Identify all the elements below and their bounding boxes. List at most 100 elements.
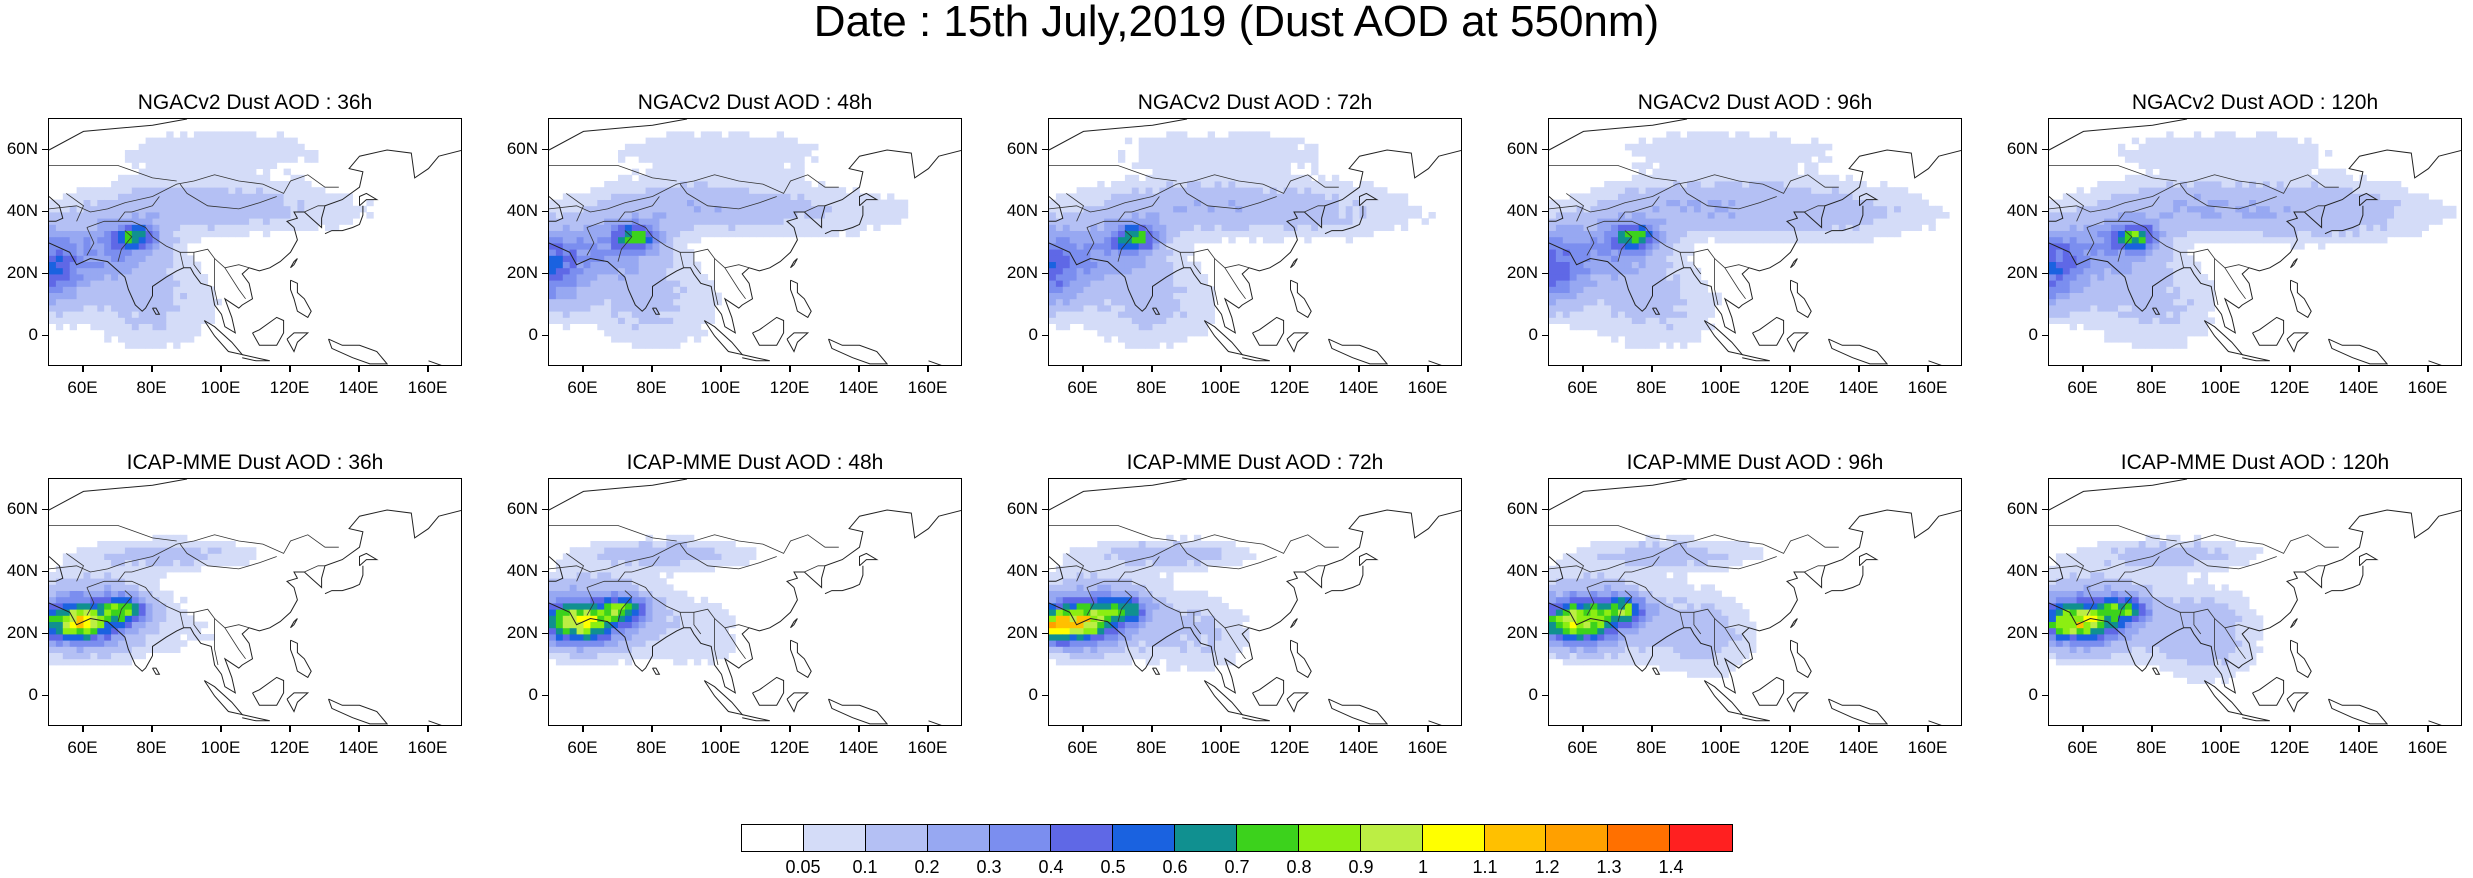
aod-cell [563,305,570,312]
aod-cell [625,193,632,200]
aod-cell [1597,187,1604,194]
aod-cell [1401,212,1408,219]
aod-cell [770,187,777,194]
aod-cell [1825,187,1832,194]
aod-cell [2180,330,2187,337]
aod-cell [2159,311,2166,318]
aod-cell [146,224,153,231]
aod-cell [646,249,653,256]
aod-cell [2249,237,2256,244]
aod-cell [1222,218,1229,225]
aod-cell [1104,336,1111,343]
aod-cell [1763,144,1770,151]
aod-cell [1749,150,1756,157]
aod-cell [194,138,201,145]
aod-cell [56,200,63,207]
aod-cell [1749,212,1756,219]
aod-cell [1942,212,1949,219]
aod-cell [208,212,215,219]
aod-cell [146,144,153,151]
aod-cell [2256,156,2263,163]
aod-cell [1694,144,1701,151]
aod-cell [618,231,625,238]
aod-cell [1791,169,1798,176]
aod-cell [2104,268,2111,275]
aod-cell [590,317,597,324]
aod-cell [1632,243,1639,250]
aod-cell [577,255,584,262]
aod-cell [159,299,166,306]
aod-cell [2097,200,2104,207]
aod-cell [1118,231,1125,238]
aod-cell [873,224,880,231]
aod-cell [2084,193,2091,200]
aod-cell [1577,305,1584,312]
aod-cell [1263,156,1270,163]
aod-cell [153,330,160,337]
aod-cell [1791,200,1798,207]
aod-cell [2111,336,2118,343]
aod-cell [749,206,756,213]
aod-cell [2132,249,2139,256]
aod-cell [887,212,894,219]
aod-cell [646,187,653,194]
aod-cell [1187,330,1194,337]
aod-cell [1104,268,1111,275]
aod-cell [1770,169,1777,176]
aod-cell [180,305,187,312]
aod-cell [2242,162,2249,169]
aod-cell [1597,305,1604,312]
aod-cell [187,330,194,337]
aod-cell [1597,280,1604,287]
aod-cell [563,224,570,231]
aod-cell [1604,187,1611,194]
aod-cell [1090,311,1097,318]
aod-cell [1673,249,1680,256]
aod-cell [646,150,653,157]
aod-cell [666,311,673,318]
aod-cell [1653,169,1660,176]
aod-cell [1673,274,1680,281]
aod-cell [659,330,666,337]
aod-cell [2146,274,2153,281]
aod-cell [1249,156,1256,163]
aod-cell [194,305,201,312]
aod-cell [1873,224,1880,231]
aod-cell [2118,249,2125,256]
aod-cell [173,299,180,306]
aod-cell [1180,311,1187,318]
aod-cell [1797,156,1804,163]
aod-cell [1277,156,1284,163]
aod-cell [749,175,756,182]
aod-cell [180,280,187,287]
aod-cell [1263,162,1270,169]
aod-cell [1159,206,1166,213]
aod-cell [1646,187,1653,194]
aod-cell [1132,249,1139,256]
aod-cell [777,206,784,213]
aod-cell [235,138,242,145]
aod-cell [1270,212,1277,219]
aod-cell [2132,293,2139,300]
aod-cell [1146,324,1153,331]
aod-cell [880,218,887,225]
aod-cell [1860,187,1867,194]
aod-cell [1680,243,1687,250]
aod-cell [1611,268,1618,275]
aod-cell [1832,237,1839,244]
aod-cell [1632,305,1639,312]
aod-cell [235,212,242,219]
aod-cell [666,336,673,343]
aod-cell [1208,293,1215,300]
aod-cell [770,212,777,219]
aod-cell [1687,218,1694,225]
aod-cell [1639,317,1646,324]
aod-cell [159,255,166,262]
aod-cell [680,218,687,225]
aod-cell [2111,206,2118,213]
aod-cell [1825,144,1832,151]
aod-cell [701,169,708,176]
aod-cell [256,224,263,231]
aod-cell [1132,231,1139,238]
aod-cell [2242,237,2249,244]
